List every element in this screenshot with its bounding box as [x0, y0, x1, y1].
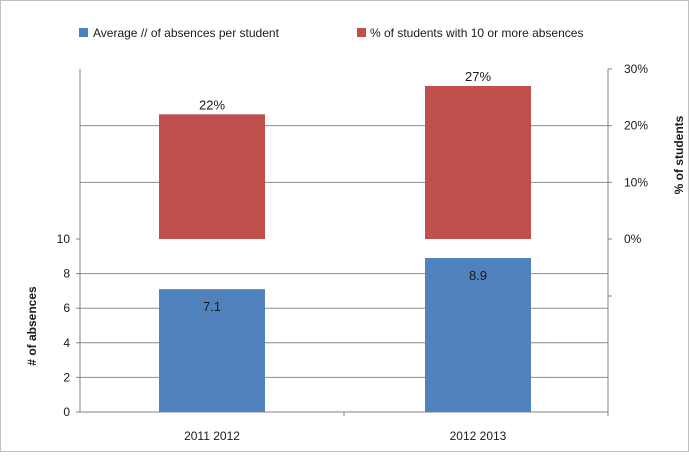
bars	[159, 86, 531, 412]
data-label-percent: 22%	[199, 97, 225, 112]
y-tick-label-left: 2	[63, 370, 70, 384]
category-labels: 2011 2012 2012 2013	[184, 412, 609, 443]
y-axis-title-left: # of absences	[25, 286, 39, 366]
x-category-label: 2012 2013	[450, 429, 507, 443]
x-category-label: 2011 2012	[184, 429, 240, 443]
y-tick-label-left: 6	[63, 301, 70, 315]
data-label-absences: 8.9	[469, 268, 487, 283]
y-tick-label-right: 20%	[624, 119, 648, 133]
y-tick-label-left: 8	[63, 267, 70, 281]
legend-swatch-percent	[357, 28, 366, 37]
legend-label-percent: % of students with 10 or more absences	[370, 26, 583, 40]
bar-percent	[159, 114, 265, 239]
data-label-absences: 7.1	[203, 299, 221, 314]
data-label-percent: 27%	[465, 69, 491, 84]
legend: Average // of absences per student % of …	[79, 26, 583, 40]
tick-labels: 0 2 4 6 8 10 0% 10% 20% 30%	[57, 62, 649, 419]
y-axis-title-right: % of students	[672, 115, 686, 194]
bar-absences	[425, 258, 531, 412]
bar-percent	[425, 86, 531, 239]
y-tick-label-left: 10	[57, 232, 71, 246]
legend-swatch-absences	[79, 28, 88, 37]
y-tick-label-right: 10%	[624, 175, 648, 189]
y-tick-label-right: 0%	[624, 232, 642, 246]
y-tick-label-right: 30%	[624, 62, 648, 76]
legend-label-absences: Average // of absences per student	[93, 26, 280, 40]
data-labels: 7.1 8.9 22% 27%	[199, 69, 491, 314]
y-tick-label-left: 0	[63, 405, 70, 419]
y-tick-label-left: 4	[63, 336, 70, 350]
bar-absences	[159, 289, 265, 412]
